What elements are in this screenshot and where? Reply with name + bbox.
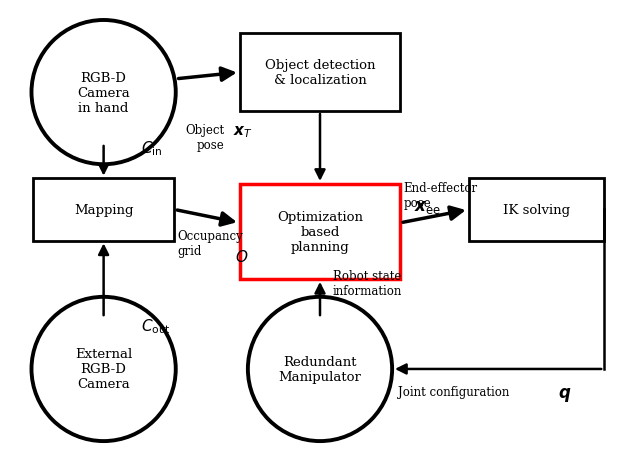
Text: $C_{\mathrm{in}}$: $C_{\mathrm{in}}$ <box>141 139 163 158</box>
Ellipse shape <box>31 21 176 165</box>
Ellipse shape <box>31 297 176 441</box>
Text: Mapping: Mapping <box>74 203 133 216</box>
Text: $O$: $O$ <box>236 249 249 265</box>
Text: $\boldsymbol{x}_T$: $\boldsymbol{x}_T$ <box>234 124 253 139</box>
Bar <box>240 34 400 112</box>
Text: Object detection
& localization: Object detection & localization <box>265 59 375 87</box>
Text: Joint configuration: Joint configuration <box>398 386 510 399</box>
Text: External
RGB-D
Camera: External RGB-D Camera <box>75 348 132 391</box>
Text: $\boldsymbol{q}$: $\boldsymbol{q}$ <box>558 386 572 404</box>
Text: Robot state
information: Robot state information <box>333 270 402 298</box>
Text: Object
pose: Object pose <box>186 124 225 152</box>
Ellipse shape <box>248 297 392 441</box>
Text: RGB-D
Camera
in hand: RGB-D Camera in hand <box>77 71 130 115</box>
Text: $C_{\mathrm{out}}$: $C_{\mathrm{out}}$ <box>141 316 171 335</box>
Text: Redundant
Manipulator: Redundant Manipulator <box>278 355 362 383</box>
Text: Optimization
based
planning: Optimization based planning <box>277 211 363 253</box>
Bar <box>240 184 400 280</box>
Text: $\boldsymbol{x}_{\mathrm{ee}}$: $\boldsymbol{x}_{\mathrm{ee}}$ <box>414 199 442 216</box>
Bar <box>469 179 604 241</box>
Text: End-effector
pose: End-effector pose <box>403 181 477 209</box>
Text: Occupancy
grid: Occupancy grid <box>177 230 243 258</box>
Text: IK solving: IK solving <box>503 203 570 216</box>
Bar <box>33 179 174 241</box>
